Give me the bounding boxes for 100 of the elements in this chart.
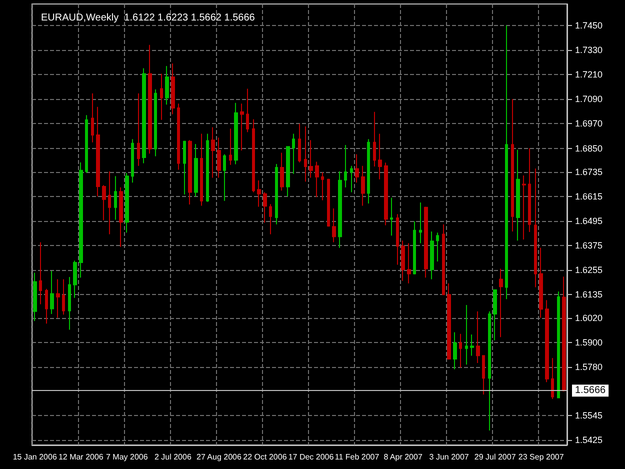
candlestick <box>68 276 71 330</box>
y-tick-label: 1.6495 <box>575 216 603 226</box>
candlestick <box>453 332 457 370</box>
candlestick <box>361 165 365 206</box>
candlestick <box>424 206 428 278</box>
candlestick <box>108 170 111 235</box>
candlestick <box>505 24 508 300</box>
candlestick <box>79 162 83 278</box>
candlestick <box>470 334 474 356</box>
candlestick <box>188 140 192 206</box>
candlestick <box>246 88 249 133</box>
y-tick-label: 1.6970 <box>575 118 603 129</box>
candlestick <box>419 202 422 244</box>
candlestick <box>183 140 186 196</box>
candlestick <box>223 154 226 202</box>
y-tick-label: 1.7090 <box>575 94 603 104</box>
candlestick <box>430 231 434 280</box>
candlestick <box>378 133 382 180</box>
candlestick <box>511 98 514 232</box>
candlestick <box>286 146 290 197</box>
candlestick <box>499 268 503 338</box>
candlestick <box>436 232 439 262</box>
candlestick <box>96 106 100 197</box>
x-tick-label: 12 Mar 2006 <box>58 452 104 462</box>
y-tick-label: 1.6135 <box>575 290 603 300</box>
candlestick <box>148 44 152 154</box>
y-tick-label: 1.6615 <box>575 191 603 202</box>
y-tick-label: 1.6735 <box>575 166 603 177</box>
candlestick <box>229 128 232 166</box>
candlestick <box>257 180 261 208</box>
ref-line-label: 1.5666 <box>575 385 606 396</box>
candlestick <box>142 68 146 164</box>
candlestick <box>165 66 169 106</box>
candlestick <box>160 73 163 120</box>
x-tick-label: 15 Jan 2006 <box>12 452 58 462</box>
candlestick <box>33 272 37 322</box>
candlestick <box>522 174 526 240</box>
candlestick <box>275 164 278 225</box>
candlestick <box>125 172 129 234</box>
candlestick <box>482 355 485 395</box>
candlestick <box>384 162 388 226</box>
candlestick <box>551 358 554 400</box>
x-tick-label: 7 May 2006 <box>106 452 148 462</box>
candlestick <box>177 103 180 170</box>
y-tick-label: 1.6020 <box>575 313 603 324</box>
candlestick <box>131 138 134 184</box>
candlestick <box>350 165 353 193</box>
x-tick-label: 17 Dec 2006 <box>288 452 334 462</box>
candlestick <box>516 149 520 242</box>
y-tick-label: 1.5780 <box>575 362 603 372</box>
y-tick-label: 1.5900 <box>575 338 603 348</box>
candlestick <box>137 92 140 166</box>
candlestick <box>91 92 94 143</box>
y-tick-label: 1.5425 <box>575 434 603 445</box>
candlestick <box>206 133 209 202</box>
candlestick <box>396 214 399 266</box>
candlestick <box>62 278 65 316</box>
candlestick <box>413 220 416 275</box>
candlestick <box>562 276 566 392</box>
candlestick <box>338 170 342 248</box>
y-tick-label: 1.6255 <box>575 265 603 276</box>
candlestick <box>119 186 123 248</box>
candlestick <box>309 140 313 178</box>
x-tick-label: 27 Aug 2006 <box>196 452 242 462</box>
candlestick <box>447 282 451 360</box>
candlestick <box>154 88 157 157</box>
candlestick <box>269 204 272 235</box>
x-tick-label: 11 Feb 2007 <box>334 452 380 462</box>
candlestick <box>401 240 405 282</box>
x-tick-label: 29 Jul 2007 <box>474 452 516 462</box>
candlestick <box>459 333 462 368</box>
candlestick <box>557 291 560 398</box>
candlestick <box>327 178 330 228</box>
x-tick-label: 22 Oct 2006 <box>243 452 288 462</box>
candlestick <box>344 144 347 188</box>
candlestick <box>332 208 336 243</box>
x-tick-label: 8 Apr 2007 <box>384 452 423 462</box>
candlestick <box>56 278 60 318</box>
candlestick <box>280 152 284 192</box>
y-tick-label: 1.7450 <box>575 20 603 30</box>
candlestick <box>315 161 319 198</box>
y-tick-label: 1.6850 <box>575 143 603 154</box>
y-tick-label: 1.7210 <box>575 70 603 80</box>
candlestick <box>298 123 301 163</box>
candlestick <box>539 247 543 318</box>
candlestick <box>263 192 267 224</box>
candlestick <box>240 103 244 152</box>
candlestick <box>211 126 215 178</box>
candlestick <box>102 184 106 221</box>
candlestick <box>45 288 48 324</box>
candlestick <box>528 148 531 232</box>
candlestick <box>39 242 42 305</box>
x-tick-label: 3 Jun 2007 <box>429 452 470 462</box>
x-tick-label: 2 Jul 2006 <box>154 452 192 462</box>
text: EURAUD,Weekly 1.6122 1.6223 1.5662 1.5666 <box>41 12 256 24</box>
candlestick <box>476 310 480 364</box>
y-tick-label: 1.7330 <box>575 45 603 56</box>
candlestick <box>442 224 445 296</box>
candlestick <box>73 260 77 298</box>
candlestick <box>545 300 549 383</box>
